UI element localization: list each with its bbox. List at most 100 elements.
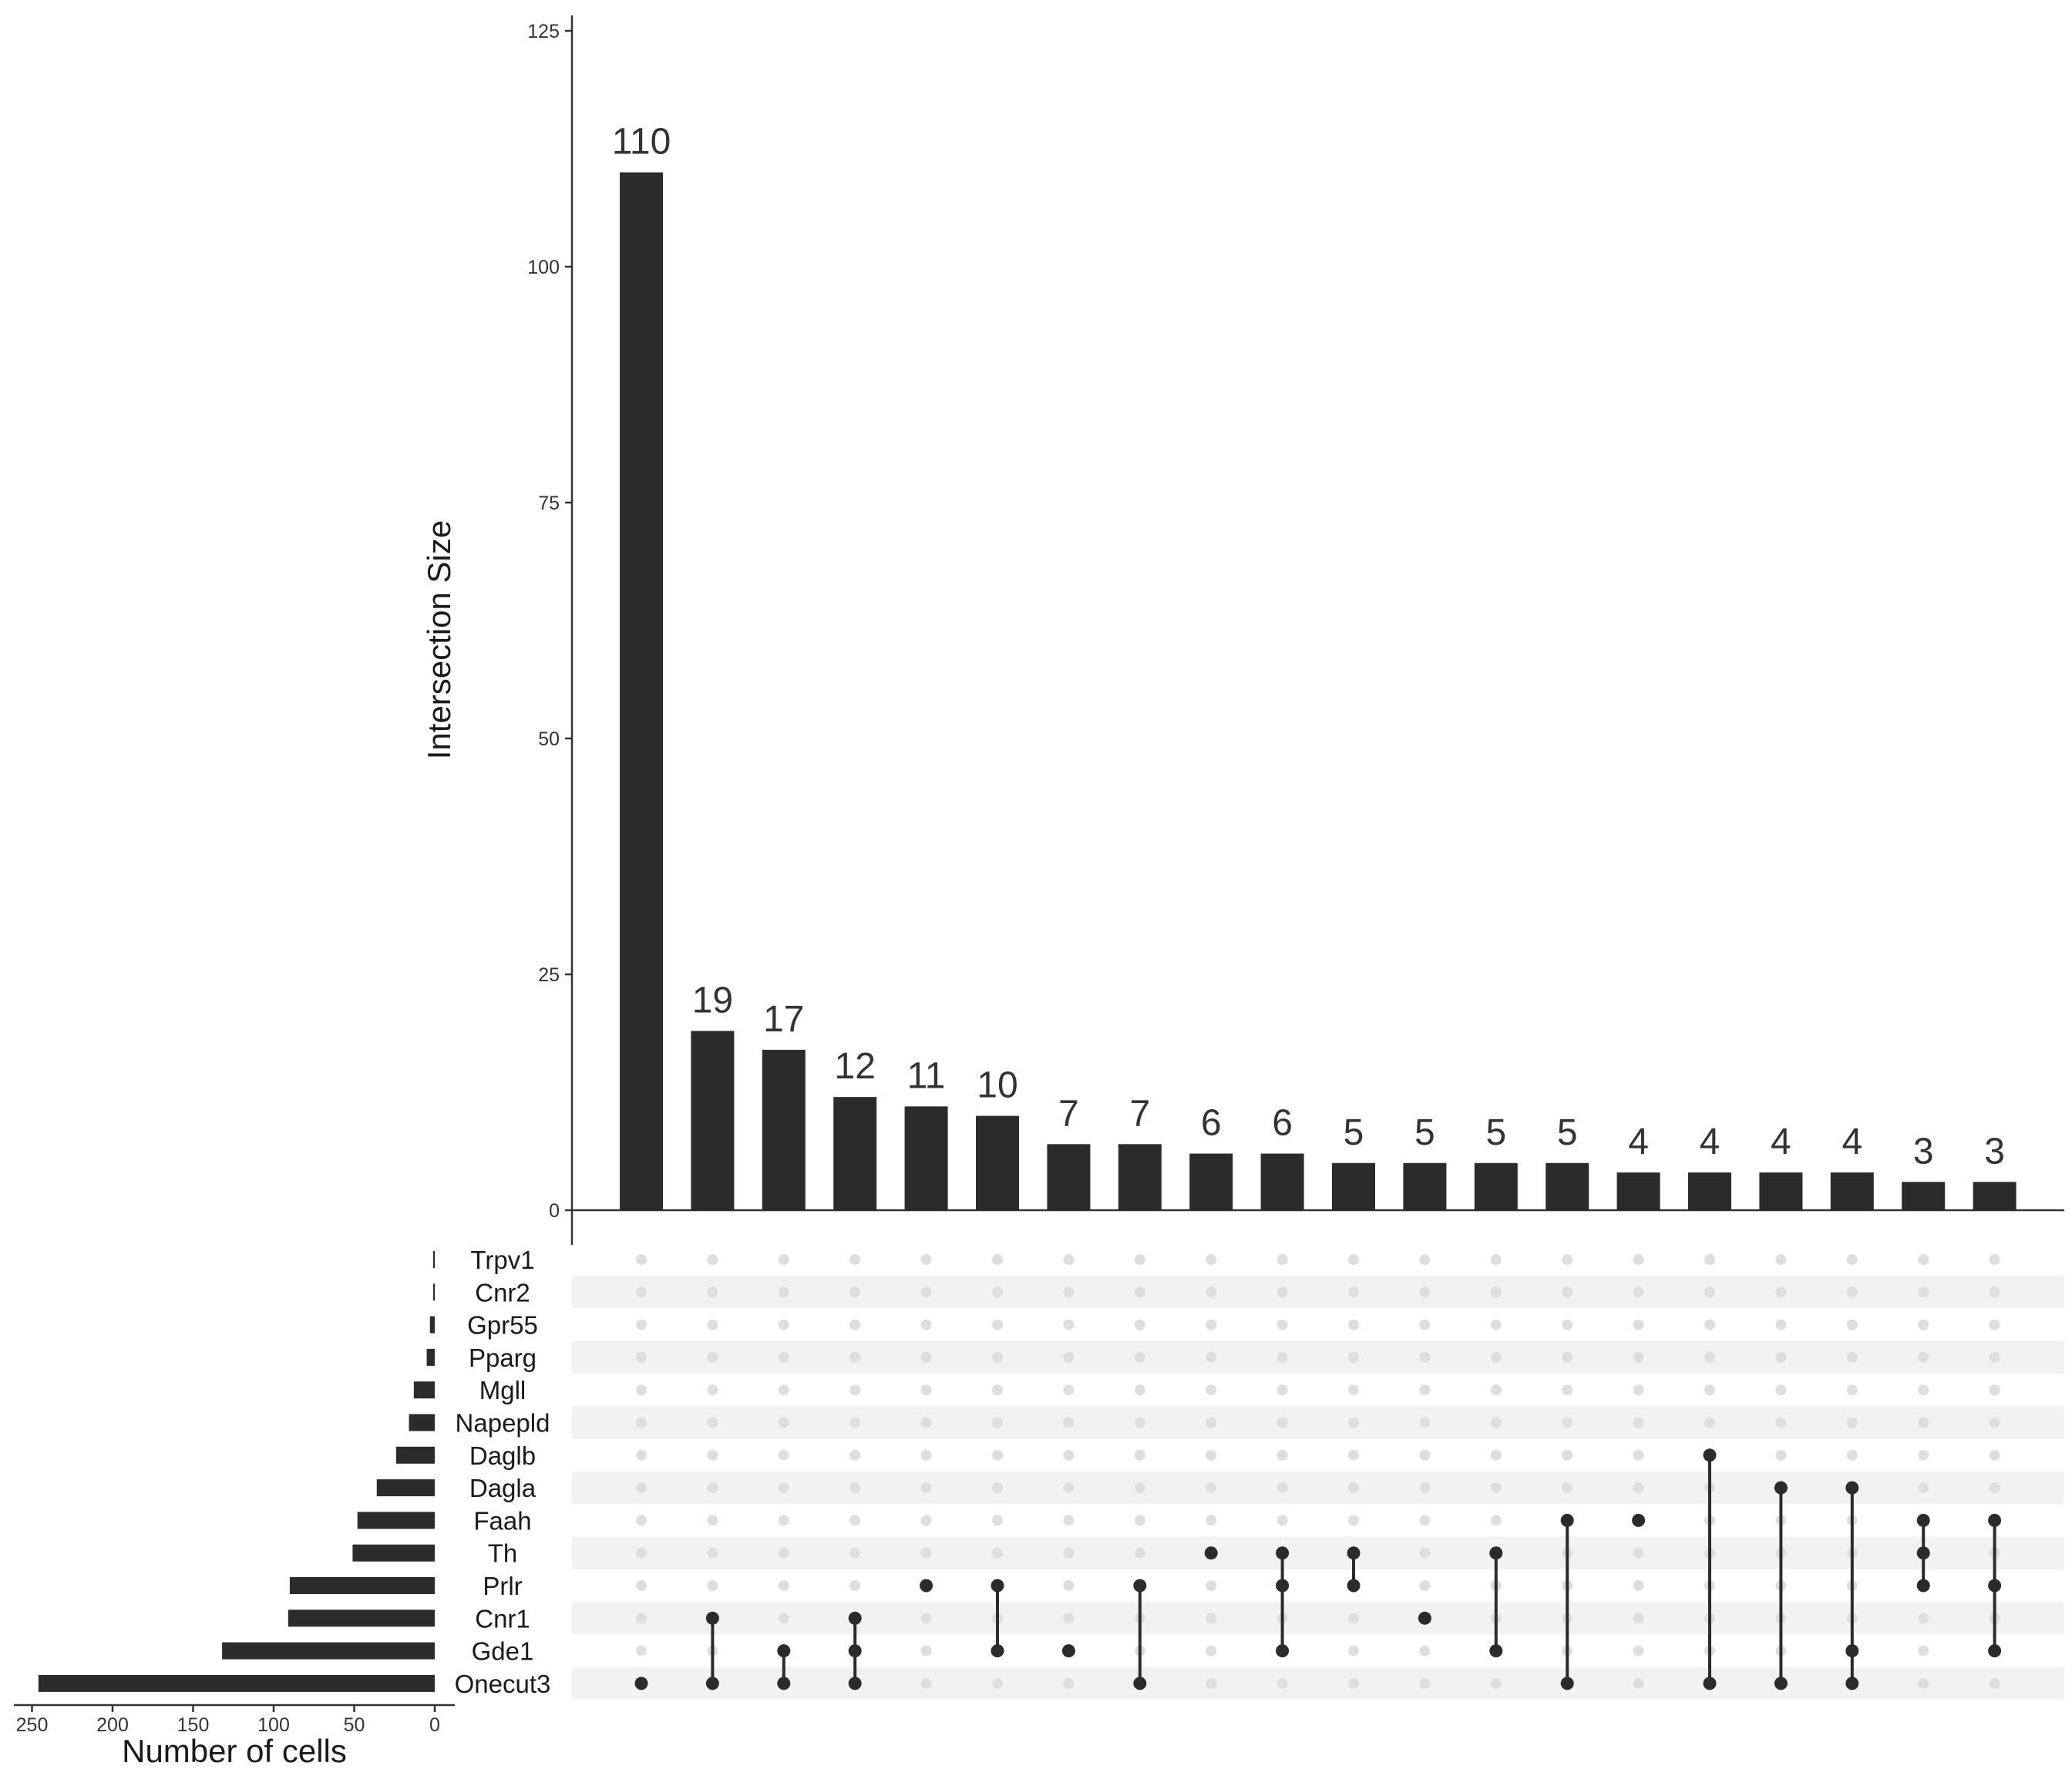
matrix-dot-inactive — [992, 1677, 1003, 1689]
matrix-dot-inactive — [1419, 1677, 1431, 1689]
set-size-x-tick-label: 200 — [96, 1714, 129, 1736]
matrix-dot-active — [705, 1677, 719, 1690]
matrix-dot-inactive — [1276, 1515, 1288, 1526]
matrix-dot-active — [1988, 1513, 2002, 1527]
matrix-dot-inactive — [1633, 1351, 1644, 1363]
matrix-dot-inactive — [992, 1319, 1003, 1330]
matrix-dot-inactive — [1918, 1319, 1929, 1330]
matrix-dot-inactive — [849, 1319, 861, 1330]
matrix-dot-inactive — [707, 1547, 718, 1559]
matrix-dot-inactive — [1633, 1547, 1644, 1559]
matrix-dot-inactive — [1633, 1677, 1644, 1689]
matrix-dot-inactive — [849, 1482, 861, 1494]
intersection-bar — [976, 1115, 1019, 1210]
matrix-dot-inactive — [920, 1482, 932, 1494]
matrix-dot-inactive — [1063, 1417, 1075, 1428]
set-size-bar — [426, 1348, 435, 1366]
matrix-dot-inactive — [636, 1449, 647, 1461]
matrix-dot-inactive — [1562, 1449, 1573, 1461]
matrix-dot-active — [1489, 1644, 1503, 1658]
matrix-dot-inactive — [707, 1351, 718, 1363]
intersection-bar — [1189, 1153, 1233, 1210]
intersection-bar-label: 17 — [763, 999, 804, 1040]
matrix-dot-active — [1204, 1546, 1218, 1560]
matrix-dot-active — [1703, 1448, 1717, 1462]
matrix-dot-inactive — [992, 1449, 1003, 1461]
matrix-dot-active — [920, 1579, 933, 1593]
intersection-bar-label: 3 — [1913, 1131, 1934, 1172]
matrix-dot-inactive — [1490, 1254, 1502, 1265]
matrix-dot-inactive — [992, 1351, 1003, 1363]
matrix-dot-inactive — [1206, 1449, 1217, 1461]
intersection-bar — [1332, 1162, 1375, 1210]
intersection-bar — [1830, 1172, 1874, 1210]
set-label: Trpv1 — [470, 1246, 534, 1274]
set-label: Onecut3 — [455, 1670, 551, 1698]
matrix-dot-inactive — [1419, 1417, 1431, 1428]
set-label: Mgll — [479, 1376, 526, 1404]
matrix-dot-inactive — [1063, 1351, 1075, 1363]
matrix-dot-inactive — [1063, 1613, 1075, 1624]
matrix-dot-inactive — [1206, 1351, 1217, 1363]
matrix-dot-active — [1988, 1579, 2002, 1593]
matrix-dot-inactive — [778, 1287, 789, 1298]
matrix-dot-inactive — [1633, 1254, 1644, 1265]
matrix-dot-inactive — [849, 1515, 861, 1526]
matrix-dot-inactive — [1134, 1319, 1145, 1330]
matrix-dot-inactive — [1633, 1384, 1644, 1396]
matrix-dot-active — [1347, 1579, 1361, 1593]
matrix-dot-inactive — [1063, 1677, 1075, 1689]
matrix-dot-inactive — [636, 1580, 647, 1591]
matrix-dot-inactive — [1775, 1254, 1787, 1265]
matrix-dot-inactive — [1063, 1482, 1075, 1494]
matrix-dot-inactive — [920, 1417, 932, 1428]
matrix-dot-inactive — [707, 1449, 718, 1461]
matrix-row-stripe — [572, 1602, 2064, 1635]
set-size-x-tick-label: 100 — [257, 1714, 290, 1736]
matrix-dot-inactive — [1276, 1351, 1288, 1363]
matrix-dot-inactive — [1562, 1417, 1573, 1428]
matrix-dot-inactive — [1633, 1287, 1644, 1298]
matrix-dot-inactive — [1989, 1384, 2000, 1396]
matrix-row-stripe — [572, 1340, 2064, 1374]
matrix-dot-inactive — [636, 1645, 647, 1657]
set-size-bar — [429, 1316, 435, 1334]
matrix-dot-inactive — [1918, 1254, 1929, 1265]
matrix-dot-inactive — [1490, 1449, 1502, 1461]
matrix-dot-inactive — [1490, 1515, 1502, 1526]
set-size-bar — [395, 1446, 435, 1464]
matrix-dot-inactive — [707, 1482, 718, 1494]
matrix-dot-inactive — [636, 1384, 647, 1396]
matrix-dot-inactive — [992, 1417, 1003, 1428]
matrix-dot-active — [1916, 1579, 1930, 1593]
intersection-bar — [1047, 1144, 1091, 1210]
matrix-dot-inactive — [1276, 1677, 1288, 1689]
matrix-dot-inactive — [1918, 1384, 1929, 1396]
set-size-bar — [38, 1674, 436, 1692]
matrix-dot-active — [1703, 1677, 1717, 1690]
matrix-dot-inactive — [1704, 1287, 1715, 1298]
matrix-dot-inactive — [1490, 1319, 1502, 1330]
matrix-dot-inactive — [1134, 1254, 1145, 1265]
matrix-dot-inactive — [1775, 1449, 1787, 1461]
set-size-bar — [432, 1251, 435, 1268]
matrix-dot-inactive — [1633, 1645, 1644, 1657]
matrix-dot-inactive — [920, 1547, 932, 1559]
intersection-bar — [904, 1106, 948, 1210]
matrix-dot-inactive — [636, 1482, 647, 1494]
matrix-dot-active — [1845, 1644, 1859, 1658]
matrix-dot-inactive — [849, 1254, 861, 1265]
matrix-dot-inactive — [1846, 1449, 1858, 1461]
matrix-dot-inactive — [1633, 1580, 1644, 1591]
matrix-dot-inactive — [1419, 1254, 1431, 1265]
matrix-dot-inactive — [778, 1580, 789, 1591]
matrix-dot-inactive — [1419, 1645, 1431, 1657]
matrix-dot-inactive — [1490, 1417, 1502, 1428]
set-size-bar — [376, 1479, 435, 1497]
matrix-dot-inactive — [1989, 1287, 2000, 1298]
matrix-dot-inactive — [1490, 1384, 1502, 1396]
matrix-dot-inactive — [1276, 1254, 1288, 1265]
matrix-dot-inactive — [1989, 1482, 2000, 1494]
matrix-dot-inactive — [1989, 1351, 2000, 1363]
